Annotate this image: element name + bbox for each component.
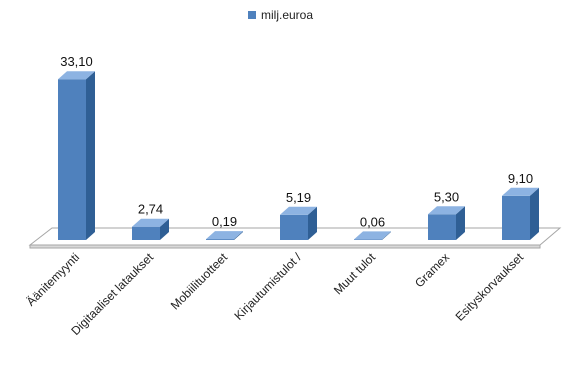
category-label: Digitaaliset lataukset — [68, 250, 156, 338]
bar-front — [502, 195, 530, 240]
data-label: 5,19 — [286, 190, 311, 205]
legend-label: milj.euroa — [261, 8, 314, 22]
category-label: Äänitemyynti — [24, 250, 82, 308]
bar-top — [428, 206, 465, 215]
bar-side — [382, 231, 391, 240]
data-label: 33,10 — [60, 54, 93, 69]
bar — [354, 231, 391, 240]
bar-front — [132, 226, 160, 240]
bar-side — [86, 71, 95, 240]
bar — [428, 206, 465, 240]
bar — [502, 187, 539, 240]
data-labels-group: 33,10 2,74 0,19 5,19 0,06 5,30 9,10 — [60, 54, 533, 229]
bar-front — [354, 239, 382, 240]
bar-top — [280, 206, 317, 215]
bar-side — [234, 231, 243, 240]
bar-front — [206, 239, 234, 240]
bar-top — [132, 218, 169, 227]
bar-side — [456, 206, 465, 240]
legend-swatch — [248, 11, 256, 19]
bar — [132, 218, 169, 240]
bar-top — [206, 231, 243, 240]
bar-front — [58, 79, 86, 240]
bar — [58, 71, 95, 240]
data-label: 0,06 — [360, 214, 385, 229]
data-label: 9,10 — [508, 171, 533, 186]
bar-side — [308, 206, 317, 240]
data-label: 2,74 — [138, 202, 163, 217]
bar-side — [530, 187, 539, 240]
bar-top — [354, 231, 391, 240]
bar — [206, 231, 243, 240]
category-label: Kirjautumistulot / — [231, 250, 304, 323]
bar-front — [428, 214, 456, 240]
chart-legend: milj.euroa — [248, 8, 313, 22]
floor-front-edge — [29, 244, 541, 249]
bar-front — [280, 214, 308, 240]
bar-side — [160, 218, 169, 240]
bar-top — [502, 187, 539, 196]
category-label: Gramex — [412, 250, 452, 290]
category-label: Esityskorvaukset — [453, 250, 527, 324]
bar — [280, 206, 317, 240]
category-label: Mobiilituotteet — [168, 250, 231, 313]
data-label: 5,30 — [434, 189, 459, 204]
bar-top — [58, 71, 95, 80]
bars-group — [58, 71, 539, 240]
data-label: 0,19 — [212, 214, 237, 229]
category-label: Muut tulot — [331, 250, 379, 298]
